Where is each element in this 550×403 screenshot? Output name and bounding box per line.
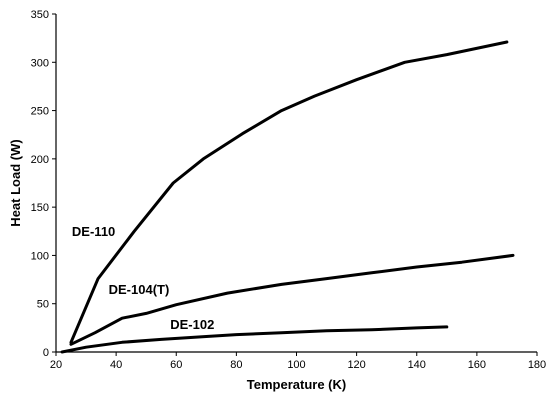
x-tick-label: 40 [110, 359, 122, 371]
x-tick-label: 80 [230, 359, 242, 371]
axes [55, 14, 537, 353]
y-tick-label: 0 [43, 347, 49, 359]
x-tick-label: 60 [170, 359, 182, 371]
series-label-de-104-t: DE-104(T) [109, 282, 170, 297]
series-label-de-110: DE-110 [72, 224, 115, 239]
ticks: 20 40 60 80 100 120 140 160 180 0 50 100 150 200 250 30… [31, 9, 547, 371]
x-tick-label: 180 [528, 359, 546, 371]
series-label-de-102: DE-102 [170, 317, 214, 332]
x-axis-title: Temperature (K) [247, 377, 346, 392]
series-labels: DE-110 DE-104(T) DE-102 [72, 224, 214, 332]
y-tick-label: 150 [31, 202, 49, 214]
x-tick-label: 140 [408, 359, 426, 371]
y-axis-title: Heat Load (W) [8, 139, 23, 226]
y-tick-label: 200 [31, 154, 49, 166]
y-tick-label: 50 [37, 299, 49, 311]
y-tick-label: 300 [31, 57, 49, 69]
x-tick-label: 100 [287, 359, 305, 371]
x-tick-label: 160 [468, 359, 486, 371]
series-line-de-104-t [69, 253, 515, 346]
y-tick-label: 350 [31, 9, 49, 21]
x-tick-label: 20 [50, 359, 62, 371]
series-lines [60, 40, 515, 354]
y-tick-label: 100 [31, 250, 49, 262]
series-line-de-102 [60, 325, 449, 354]
x-tick-label: 120 [347, 359, 365, 371]
y-tick-label: 250 [31, 106, 49, 118]
series-line-de-110 [69, 40, 509, 344]
